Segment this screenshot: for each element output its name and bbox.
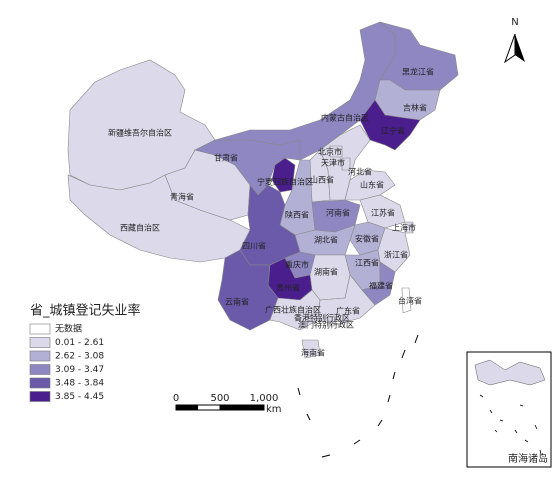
legend-swatch <box>29 377 51 389</box>
province-label: 陕西省 <box>285 210 309 220</box>
province-label: 西藏自治区 <box>120 223 160 233</box>
legend-swatch <box>29 350 51 362</box>
province-label: 云南省 <box>225 297 249 307</box>
province-label: 北京市 <box>318 147 342 157</box>
province <box>401 287 412 314</box>
province-label: 青海省 <box>170 192 194 202</box>
scale-label: 500 <box>210 393 229 404</box>
province-label: 湖南省 <box>314 267 338 277</box>
province <box>359 99 421 151</box>
legend-swatch <box>29 391 51 402</box>
province <box>344 169 396 201</box>
province-label: 江西省 <box>355 258 379 268</box>
province-label: 河南省 <box>326 208 350 218</box>
scale-label: 0 <box>173 393 179 404</box>
province-label: 甘肃省 <box>214 153 238 163</box>
province <box>404 221 414 234</box>
province-label: 广西壮族自治区 <box>265 305 321 315</box>
province-label: 天津市 <box>321 158 345 168</box>
legend-swatch <box>29 364 51 375</box>
province-label: 浙江省 <box>384 250 408 260</box>
north-arrow <box>515 34 525 62</box>
scale-segment <box>176 405 198 410</box>
legend-label: 3.48 - 3.84 <box>55 379 104 389</box>
legend-label: 3.85 - 4.45 <box>55 392 104 402</box>
province <box>330 321 335 327</box>
scale-unit: km <box>266 404 282 415</box>
inset-label: 南海诸岛 <box>508 452 548 465</box>
province <box>335 319 342 325</box>
province-label: 上海市 <box>392 223 416 233</box>
province-label: 台湾省 <box>398 296 422 306</box>
legend-title: 省_城镇登记失业率 <box>30 303 141 319</box>
province-label: 海南省 <box>301 348 325 358</box>
north-label: N <box>511 17 518 28</box>
province-label: 湖北省 <box>314 235 338 245</box>
province <box>317 274 376 326</box>
province-label: 黑龙江省 <box>402 67 434 77</box>
province-label: 四川省 <box>242 241 266 251</box>
province <box>309 254 351 301</box>
province-label: 福建省 <box>369 281 393 291</box>
scale-segment <box>219 404 265 411</box>
province-label: 宁夏回族自治区 <box>257 177 313 187</box>
legend-label: 0.01 - 2.61 <box>55 338 104 348</box>
provinces <box>67 21 459 359</box>
scale-bar: 0 500 1,000 km <box>173 393 282 415</box>
province <box>301 339 321 359</box>
province-label: 澳门特别行政区 <box>298 320 354 330</box>
province-label: 江苏省 <box>371 208 395 218</box>
province-label: 香港特别行政区 <box>294 313 350 323</box>
province <box>329 145 343 158</box>
north-arrow <box>504 33 516 64</box>
legend-swatch <box>29 323 51 335</box>
province-label: 广东省 <box>336 306 360 316</box>
legend-label: 无数据 <box>55 323 82 335</box>
province-label: 山东省 <box>360 180 384 190</box>
province-label: 重庆市 <box>285 260 309 270</box>
province-label: 贵州省 <box>276 283 300 293</box>
province-label: 新疆维吾尔自治区 <box>108 128 172 138</box>
province-label: 河北省 <box>348 167 372 177</box>
province <box>341 157 351 171</box>
legend-swatch <box>29 337 51 348</box>
legend-label: 2.62 - 3.08 <box>55 352 104 362</box>
inset-islands <box>479 394 542 455</box>
province-label: 内蒙古自治区 <box>321 113 369 123</box>
nine-dash-line <box>297 334 419 458</box>
province-label: 安徽省 <box>355 234 379 244</box>
province-label: 山西省 <box>310 175 334 185</box>
province-label: 吉林省 <box>403 103 427 113</box>
legend: 无数据 0.01 - 2.61 2.62 - 3.08 3.09 - 3.47 3.48… <box>29 323 104 402</box>
legend-label: 3.09 - 3.47 <box>55 365 104 375</box>
scale-label: 1,000 <box>250 393 279 404</box>
province-label: 辽宁省 <box>381 126 405 136</box>
inset-land <box>474 359 546 386</box>
